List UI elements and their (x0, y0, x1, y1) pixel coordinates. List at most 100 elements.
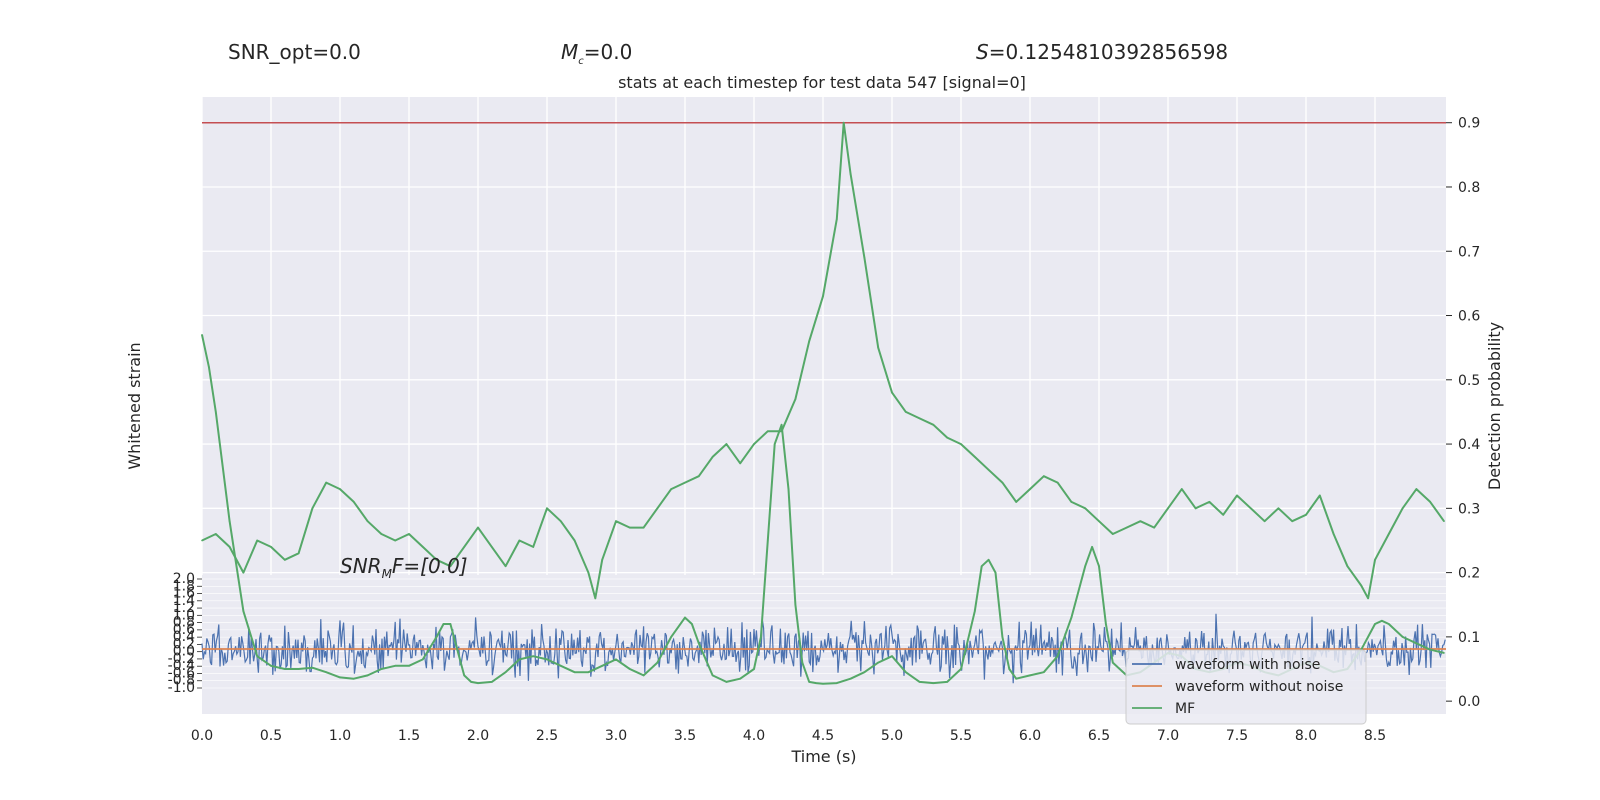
probability-point (1098, 520, 1100, 522)
right-tick-label: 0.6 (1458, 309, 1480, 325)
mf-point (242, 610, 245, 612)
snr-opt-stat: SNR_opt=0.0 (228, 40, 361, 64)
mf-point (918, 681, 921, 683)
detection-probability-line (201, 121, 1445, 600)
mf-point (408, 665, 410, 667)
mf-point (711, 674, 714, 677)
mf-point (1388, 623, 1390, 625)
probability-point (504, 565, 507, 567)
mf-point (698, 642, 700, 645)
mf-point (442, 623, 445, 625)
probability-point (1429, 501, 1431, 503)
mf-point (504, 671, 507, 673)
probability-point (849, 173, 852, 175)
x-axis-ticks: 0.0 0.5 1.0 1.5 2.0 2.5 3.0 3.5 4.0 4.5 5.0 5.5 6.0 6… (191, 728, 1386, 744)
probability-point (684, 481, 686, 484)
mf-point (815, 682, 817, 684)
probability-point (932, 424, 935, 426)
mf-point (380, 668, 383, 670)
x-tick-label: 5.5 (950, 728, 972, 744)
probability-point (1236, 494, 1238, 497)
legend-label-mf: MF (1175, 701, 1195, 717)
mf-point (1056, 655, 1059, 657)
probability-point (215, 533, 217, 535)
probability-point (463, 546, 466, 548)
x-tick-label: 8.0 (1295, 728, 1317, 744)
legend-label-noise: waveform with noise (1175, 657, 1320, 673)
mf-point (270, 665, 272, 667)
probability-point (1194, 507, 1197, 510)
mf-point (215, 411, 217, 413)
mf-point (1112, 661, 1114, 664)
chirp-mass-value: =0.0 (584, 40, 633, 64)
probability-point (670, 488, 672, 490)
mf-point (1084, 565, 1086, 567)
left-axis-label: Whitened strain (125, 342, 144, 469)
legend-box (1125, 649, 1367, 725)
mf-point (573, 671, 576, 673)
chirp-mass-stat: Mc=0.0 (561, 40, 632, 67)
inset-tick-label: 1.2 (173, 600, 195, 616)
probability-point (1346, 565, 1349, 567)
probability-point (987, 469, 990, 471)
probability-point (339, 488, 341, 490)
probability-point (918, 417, 921, 420)
inset-tick-label: 1.0 (173, 607, 195, 623)
probability-point (905, 411, 907, 413)
mf-point (546, 658, 548, 661)
probability-point (1388, 533, 1390, 535)
probability-point (1015, 501, 1017, 503)
probability-point (1001, 481, 1004, 484)
probability-point (1332, 533, 1335, 535)
right-tick-label: 0.7 (1458, 244, 1480, 260)
inset-tick-label: 0.6 (173, 622, 195, 638)
mf-point (773, 443, 776, 445)
mf-point (1429, 648, 1431, 651)
probability-point (711, 456, 714, 458)
probability-point (698, 475, 700, 478)
mf-point (753, 668, 755, 670)
mf-point (794, 603, 797, 606)
mf-point (994, 571, 997, 574)
snr-mf-rest: F=[0.0] (392, 554, 468, 578)
probability-point (642, 526, 645, 529)
mf-point (987, 559, 990, 561)
probability-point (325, 481, 328, 484)
mf-point (670, 636, 672, 638)
mf-point (849, 677, 852, 680)
probability-point (753, 443, 755, 445)
probability-point (725, 443, 728, 445)
probability-point (422, 546, 424, 548)
probability-point (353, 501, 355, 503)
x-tick-label: 5.0 (881, 728, 903, 744)
inset-tick-label: 0.2 (173, 636, 195, 652)
x-tick-label: 8.5 (1364, 728, 1386, 744)
probability-point (1070, 501, 1073, 503)
right-tick-label: 0.9 (1458, 116, 1480, 132)
probability-point (1125, 526, 1128, 529)
mf-point (629, 668, 631, 670)
probability-point (284, 559, 286, 561)
probability-point (1250, 507, 1252, 510)
probability-point (1112, 533, 1114, 535)
probability-point (491, 546, 493, 548)
probability-point (1139, 520, 1142, 522)
probability-point (739, 462, 741, 465)
mf-point (560, 665, 562, 667)
right-tick-label: 0.2 (1458, 566, 1480, 582)
probability-point (946, 436, 948, 439)
mf-point (1105, 623, 1107, 625)
inset-tick-label: 0.4 (173, 629, 195, 645)
mf-point (532, 655, 534, 657)
probability-point (532, 546, 534, 548)
probability-point (449, 565, 452, 567)
probability-point (435, 559, 438, 561)
probability-point (1374, 559, 1376, 561)
mf-point (311, 666, 314, 669)
mf-point (587, 671, 590, 673)
mf-point (725, 681, 728, 683)
mf-point (905, 671, 907, 673)
x-tick-label: 2.0 (467, 728, 489, 744)
strain-inset-ticks: 2.01.81.61.41.21.00.80.60.40.20.0-0.2-0.… (168, 571, 202, 696)
mf-point (932, 682, 935, 684)
